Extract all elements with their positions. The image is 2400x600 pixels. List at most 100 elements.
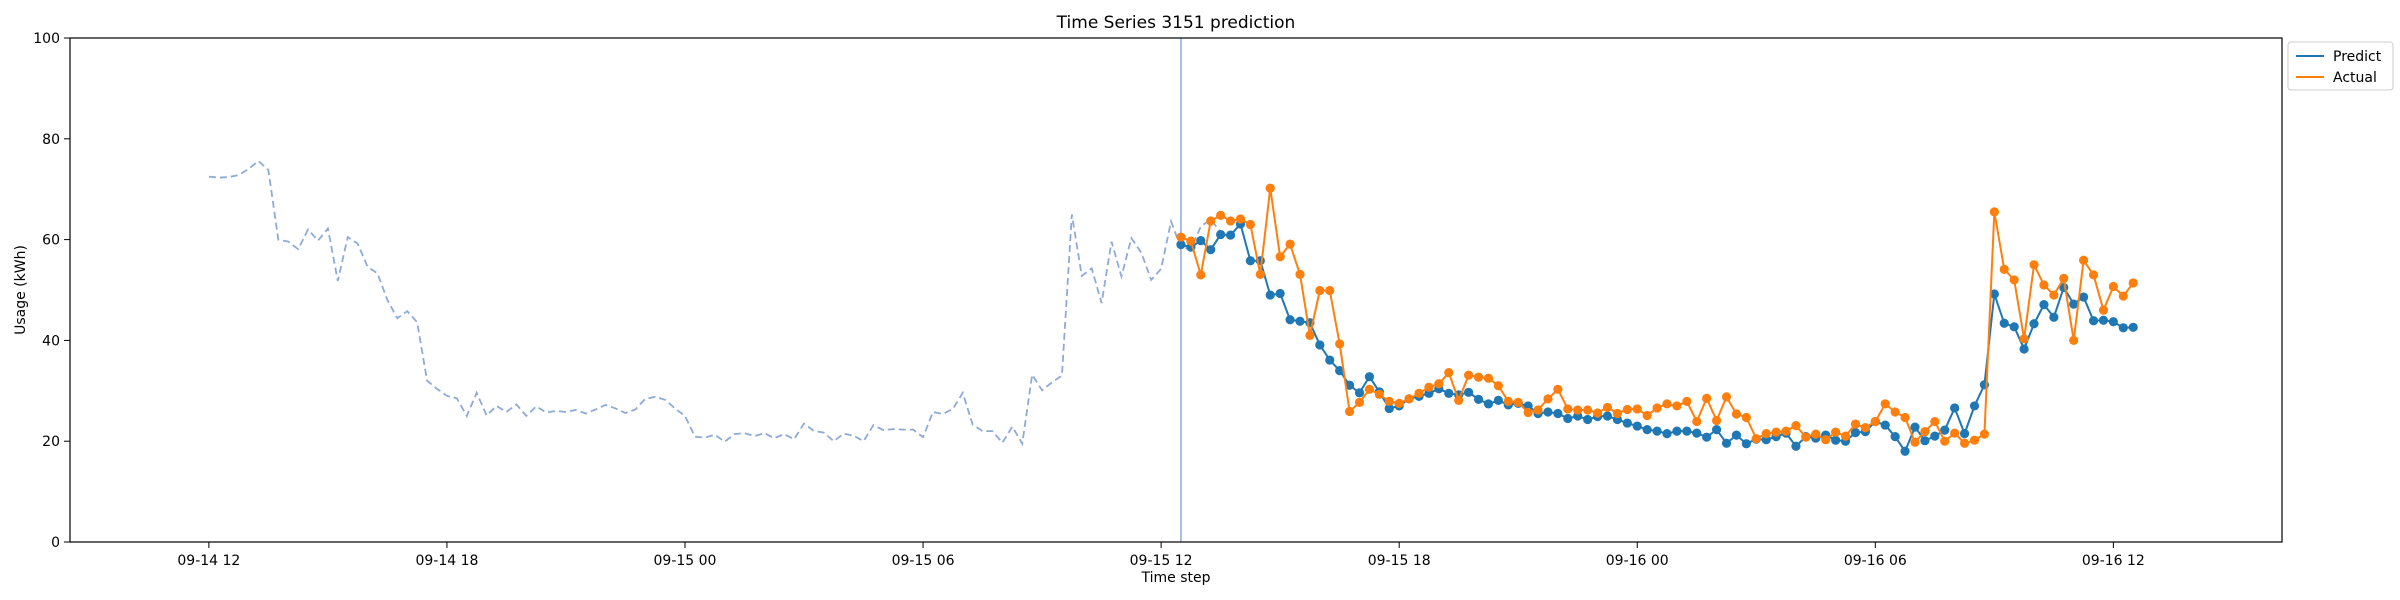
predict-point [1880, 420, 1890, 430]
actual-point [1573, 405, 1583, 415]
predict-point [1959, 429, 1970, 439]
actual-point [1811, 429, 1821, 439]
y-axis: 0 20 40 60 80 100 [33, 31, 70, 551]
predict-point [1206, 245, 1216, 255]
predict-point [1622, 418, 1632, 428]
actual-point [1404, 394, 1414, 404]
actual-point [1989, 207, 1999, 217]
actual-point [1473, 372, 1484, 382]
y-tick-label: 0 [51, 535, 60, 551]
predict-point [1483, 399, 1494, 409]
predict-point [1900, 446, 1910, 456]
y-tick-label: 40 [42, 333, 60, 349]
predict-point [1731, 430, 1742, 440]
actual-point [1900, 412, 1910, 423]
predict-point [1176, 240, 1186, 250]
x-tick-label: 09-15 18 [1368, 553, 1431, 569]
actual-point [1761, 429, 1771, 439]
actual-point [1265, 183, 1275, 193]
predict-point [2009, 322, 2019, 332]
actual-point [1315, 285, 1325, 296]
predict-point [1702, 432, 1712, 442]
predict-point [1493, 395, 1503, 405]
actual-point [1702, 393, 1712, 403]
predict-point [1950, 403, 1960, 413]
predict-point [1543, 407, 1553, 417]
chart-title: Time Series 3151 prediction [1056, 13, 1296, 33]
actual-point [1285, 239, 1295, 249]
x-tick-label: 09-16 00 [1606, 553, 1669, 569]
predict-point [1890, 432, 1900, 442]
actual-point [2009, 275, 2019, 285]
actual-point [1602, 402, 1613, 413]
predict-point [2108, 317, 2118, 327]
predict-point [1364, 372, 1375, 382]
actual-point [1890, 407, 1900, 417]
actual-point [1652, 403, 1662, 413]
actual-point [1583, 405, 1593, 415]
actual-point [1692, 416, 1702, 427]
actual-point [1682, 396, 1692, 406]
predict-point [1969, 401, 1980, 411]
actual-point [1464, 370, 1474, 380]
actual-point [2079, 255, 2089, 265]
actual-point [1225, 216, 1236, 226]
predict-point [1721, 438, 1732, 448]
actual-point [1543, 394, 1553, 404]
actual-point [1424, 382, 1434, 392]
predict-point [1910, 422, 1920, 432]
actual-point [1444, 368, 1454, 378]
predict-point [1563, 413, 1573, 424]
predict-point [1275, 288, 1285, 299]
predict-point [1602, 411, 1613, 421]
predict-point [1473, 394, 1484, 404]
actual-point [1999, 264, 2009, 274]
predict-point [2029, 319, 2039, 329]
actual-point [1662, 399, 1672, 409]
x-tick-label: 09-14 12 [177, 553, 240, 569]
actual-point [1622, 404, 1632, 415]
predict-point [1791, 441, 1801, 451]
actual-point [1741, 412, 1751, 423]
actual-point [1821, 435, 1831, 445]
actual-point [1880, 399, 1890, 409]
predict-point [1989, 289, 1999, 299]
predict-point [2128, 322, 2138, 332]
actual-point [1840, 431, 1851, 441]
actual-point [1553, 384, 1563, 394]
predict-point [1444, 388, 1454, 398]
predict-point [1632, 421, 1642, 431]
x-tick-label: 09-16 12 [2082, 553, 2145, 569]
actual-point [1235, 214, 1246, 224]
actual-point [1196, 270, 1206, 280]
actual-point [1533, 405, 1543, 415]
actual-point [2118, 291, 2128, 301]
predict-point [1216, 229, 1226, 240]
actual-point [1969, 435, 1980, 445]
actual-point [2029, 260, 2039, 270]
y-axis-title: Usage (kWh) [13, 245, 29, 335]
predict-point [1940, 425, 1950, 435]
actual-point [1295, 269, 1305, 279]
actual-point [1335, 339, 1345, 349]
actual-point [2019, 334, 2029, 344]
actual-point [1771, 427, 1781, 437]
predict-point [1335, 366, 1345, 376]
predict-point [1583, 414, 1593, 425]
predict-point [1384, 403, 1394, 414]
predict-point [1672, 426, 1682, 436]
x-axis: 09-14 12 09-14 18 09-15 00 09-15 06 09-15 12… [177, 542, 2145, 569]
predict-point [1523, 401, 1533, 411]
actual-point [1364, 384, 1375, 394]
actual-point [2059, 273, 2069, 284]
actual-point [1374, 389, 1384, 399]
actual-point [1216, 210, 1226, 221]
predict-point [2049, 312, 2059, 322]
y-tick-label: 60 [42, 233, 60, 249]
predict-point [1285, 315, 1295, 325]
predict-point [1464, 387, 1474, 397]
predict-point [1354, 388, 1365, 398]
actual-point [1206, 216, 1216, 226]
actual-point [2098, 305, 2109, 315]
actual-point [1920, 427, 1930, 437]
